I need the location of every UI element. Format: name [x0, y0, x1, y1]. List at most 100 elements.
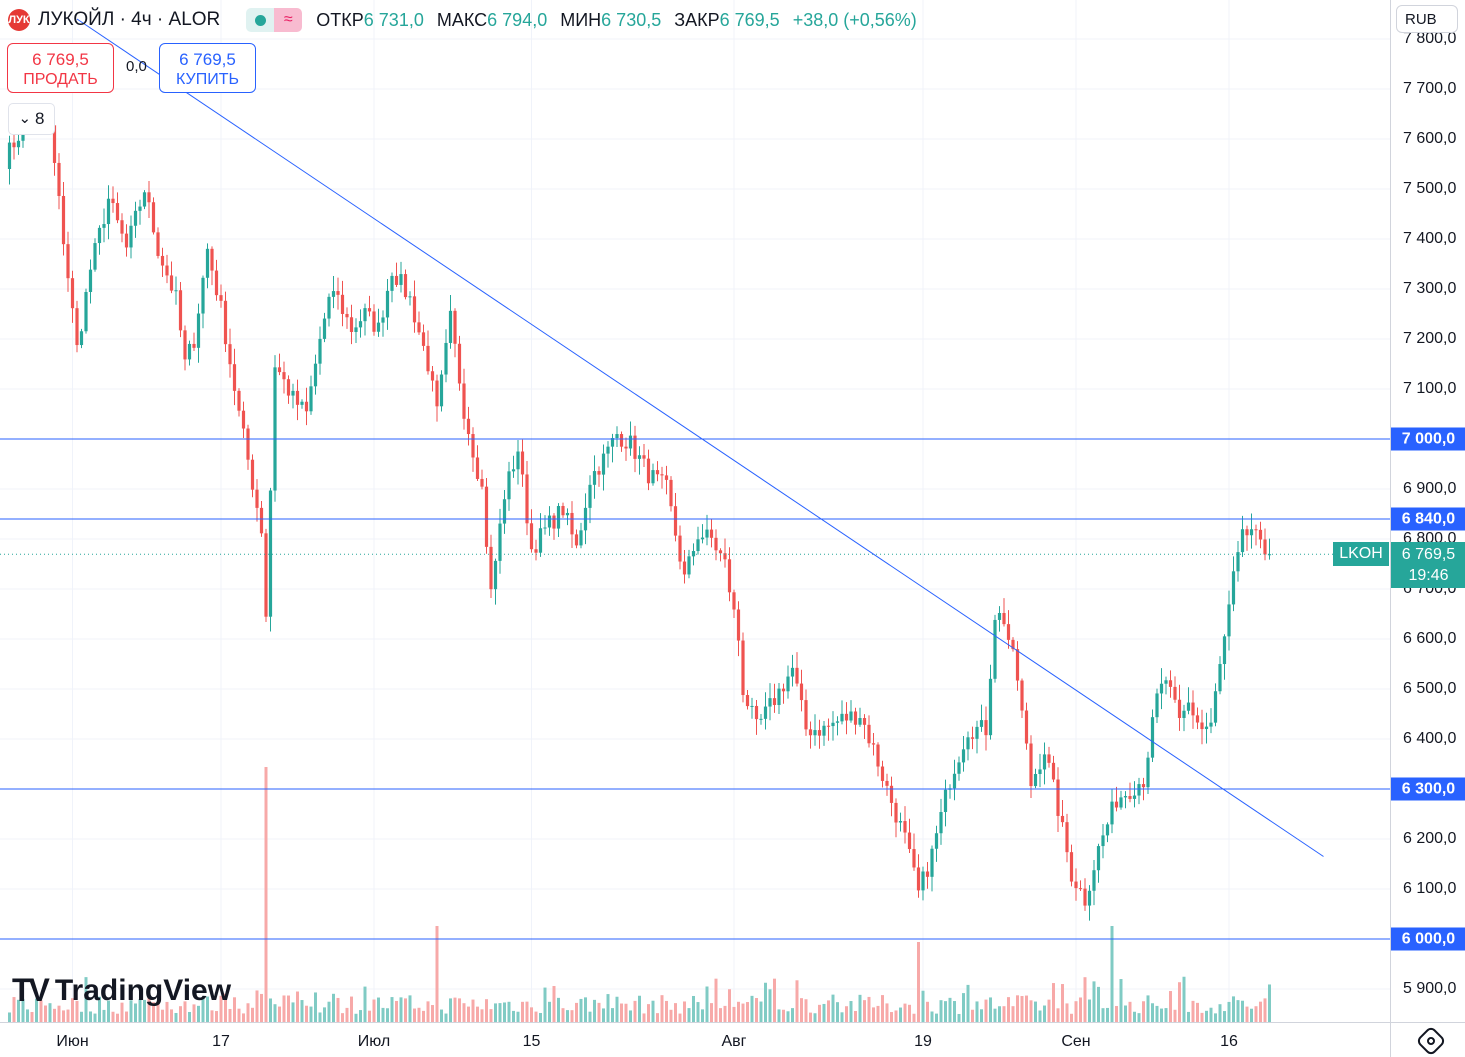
currency-selector[interactable]: RUB — [1396, 5, 1458, 33]
volume-bar — [188, 1011, 191, 1022]
symbol-price-tag: LKOH — [1333, 542, 1389, 567]
candle-body — [1092, 870, 1096, 891]
volume-bar — [521, 1001, 524, 1022]
candle-body — [916, 867, 921, 891]
volume-bar — [201, 998, 205, 1022]
sell-button[interactable]: 6 769,5 ПРОДАТЬ — [7, 43, 114, 93]
volume-bar — [1250, 1008, 1253, 1022]
candle-body — [394, 275, 399, 285]
volume-bar — [1241, 1000, 1244, 1022]
volume-bar — [116, 1013, 119, 1022]
candle-body — [745, 695, 750, 707]
candle-body — [165, 265, 169, 276]
candle-body — [1222, 636, 1227, 665]
candle-body — [1110, 801, 1114, 825]
status-pill[interactable]: ≈ — [246, 8, 303, 32]
volume-bar — [845, 1006, 848, 1022]
volume-bar — [714, 978, 718, 1022]
candle-body — [579, 530, 583, 546]
candle-body — [547, 515, 552, 528]
volume-bar — [660, 995, 664, 1022]
candle-body — [385, 290, 390, 318]
buy-button[interactable]: 6 769,5 КУПИТЬ — [159, 43, 256, 93]
tradingview-wordmark: TradingView — [54, 973, 232, 1007]
candle-body — [16, 140, 21, 148]
volume-bar — [318, 1012, 322, 1022]
candle-body — [714, 537, 718, 551]
volume-bar — [633, 1000, 637, 1022]
candle-body — [781, 688, 786, 692]
candle-body — [1191, 702, 1195, 716]
candle-body — [444, 342, 448, 375]
candle-body — [232, 364, 237, 391]
chart-plot-area[interactable]: ЛУК ЛУКОЙЛ · 4ч · ALOR ≈ ОТКР6 731,0 МАК… — [0, 0, 1390, 1022]
buy-label: КУПИТЬ — [176, 71, 239, 88]
volume-bar — [966, 984, 970, 1022]
volume-bar — [602, 1008, 605, 1022]
candle-body — [880, 766, 885, 781]
price-chart[interactable] — [0, 0, 1390, 1022]
volume-bar — [305, 1005, 308, 1022]
trend-line — [76, 18, 1324, 857]
volume-bar — [687, 1008, 691, 1022]
volume-bar — [413, 1008, 416, 1022]
y-tick-label: 6 400,0 — [1403, 730, 1457, 747]
candle-body — [102, 224, 106, 228]
volume-bar — [1101, 1008, 1105, 1022]
volume-bar — [791, 1008, 794, 1022]
volume-bar — [507, 1001, 511, 1022]
candle-body — [1087, 890, 1092, 906]
green-dot-icon[interactable] — [246, 8, 275, 32]
volume-bar — [674, 1003, 677, 1022]
volume-bar — [678, 1013, 682, 1022]
level-price-tag: 7 000,0 — [1391, 427, 1465, 451]
candle-body — [588, 484, 592, 508]
volume-bar — [386, 1008, 389, 1022]
volume-bar — [309, 1006, 313, 1022]
volume-bar — [161, 1009, 164, 1022]
volume-bar — [881, 995, 884, 1022]
collapse-indicators-button[interactable]: ⌄ 8 — [8, 103, 55, 135]
volume-bar — [107, 1000, 110, 1022]
candle-body — [1083, 888, 1087, 906]
candle-body — [741, 640, 745, 696]
close-key: ЗАКР — [674, 9, 720, 30]
time-axis[interactable]: Июн 17 Июл 15 Авг 19 Сен 16 — [0, 1022, 1390, 1057]
volume-bar — [458, 998, 461, 1022]
volume-bar — [683, 1001, 686, 1022]
volume-bar — [210, 1010, 214, 1022]
tradingview-logo[interactable]: TV TradingView — [12, 972, 231, 1009]
candle-body — [835, 721, 840, 723]
volume-bar — [192, 1004, 196, 1022]
volume-bar — [264, 767, 268, 1022]
volume-bar — [1263, 998, 1267, 1022]
volume-bar — [750, 995, 754, 1022]
candle-body — [1155, 693, 1159, 718]
approx-wave-icon[interactable]: ≈ — [274, 8, 303, 32]
candle-body — [84, 291, 88, 332]
volume-bar — [1196, 1002, 1199, 1022]
candle-body — [1078, 888, 1083, 890]
volume-bar — [1232, 996, 1235, 1022]
candle-body — [786, 676, 790, 692]
candle-body — [363, 308, 367, 322]
y-tick-label: 5 900,0 — [1403, 980, 1457, 997]
candle-body — [961, 749, 966, 763]
volume-bar — [251, 1007, 254, 1022]
candle-body — [984, 720, 988, 736]
volume-bar — [39, 1000, 43, 1022]
volume-bar — [588, 1011, 592, 1022]
volume-bar — [566, 1010, 569, 1022]
chart-title[interactable]: ЛУКОЙЛ · 4ч · ALOR — [38, 9, 221, 30]
volume-bar — [336, 997, 340, 1022]
candle-body — [700, 537, 705, 540]
price-axis[interactable]: 7 800,0 7 700,0 7 600,0 7 500,0 7 400,0 7 300… — [1390, 0, 1465, 1022]
candle-body — [295, 390, 300, 405]
volume-bar — [242, 1013, 245, 1022]
candle-body — [300, 401, 304, 405]
candle-body — [934, 833, 939, 849]
volume-bar — [75, 1000, 79, 1022]
candle-body — [1177, 699, 1182, 718]
volume-bar — [1088, 999, 1091, 1022]
candle-body — [1141, 784, 1146, 788]
